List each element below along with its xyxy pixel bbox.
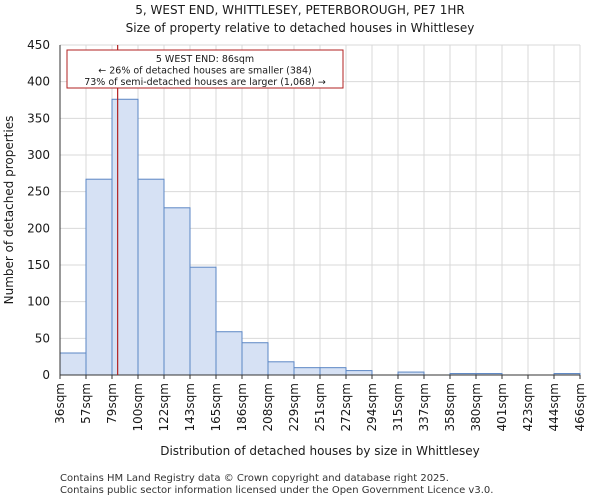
- histogram-bar: [189, 266, 217, 376]
- x-tick-label: 57sqm: [79, 383, 93, 424]
- x-tick-label: 315sqm: [391, 383, 405, 431]
- histogram-bar: [293, 367, 321, 376]
- y-tick-label: 150: [27, 258, 50, 272]
- histogram-bar: [345, 370, 373, 376]
- histogram-bar: [59, 352, 87, 376]
- y-tick-label: 350: [27, 111, 50, 125]
- x-tick-label: 229sqm: [287, 383, 301, 431]
- y-tick-label: 200: [27, 221, 50, 235]
- y-tick-label: 100: [27, 295, 50, 309]
- chart-subtitle: Size of property relative to detached ho…: [125, 21, 475, 35]
- histogram-bar: [137, 178, 165, 376]
- x-tick-label: 423sqm: [521, 383, 535, 431]
- annotation-line: ← 26% of detached houses are smaller (38…: [98, 66, 311, 77]
- x-tick-label: 272sqm: [339, 383, 353, 431]
- x-tick-label: 122sqm: [157, 383, 171, 431]
- histogram-bar: [163, 207, 191, 376]
- footer-attribution-2: Contains public sector information licen…: [60, 485, 494, 496]
- x-tick-label: 165sqm: [209, 383, 223, 431]
- x-tick-label: 466sqm: [573, 383, 587, 431]
- x-tick-label: 294sqm: [365, 383, 379, 431]
- y-tick-label: 300: [27, 148, 50, 162]
- x-tick-label: 401sqm: [495, 383, 509, 431]
- x-tick-label: 251sqm: [313, 383, 327, 431]
- histogram-bar: [319, 367, 347, 376]
- histogram-bar: [241, 342, 269, 376]
- x-tick-label: 337sqm: [417, 383, 431, 431]
- x-tick-label: 79sqm: [105, 383, 119, 424]
- histogram-bar: [111, 98, 139, 376]
- y-tick-label: 400: [27, 75, 50, 89]
- y-tick-label: 450: [27, 38, 50, 52]
- x-axis-label: Distribution of detached houses by size …: [160, 444, 480, 458]
- annotation-line: 73% of semi-detached houses are larger (…: [84, 77, 326, 88]
- histogram-bar: [85, 178, 113, 376]
- x-tick-label: 208sqm: [261, 383, 275, 431]
- x-tick-label: 358sqm: [443, 383, 457, 431]
- annotation-box: [66, 49, 344, 89]
- y-axis-label: Number of detached properties: [2, 116, 16, 305]
- histogram-bar: [267, 361, 295, 376]
- annotation-line: 5 WEST END: 86sqm: [156, 54, 254, 65]
- x-tick-label: 444sqm: [547, 383, 561, 431]
- x-tick-label: 143sqm: [183, 383, 197, 431]
- y-tick-label: 50: [35, 331, 50, 345]
- footer-attribution-1: Contains HM Land Registry data © Crown c…: [60, 473, 449, 484]
- x-tick-label: 186sqm: [235, 383, 249, 431]
- x-tick-label: 36sqm: [53, 383, 67, 424]
- y-tick-label: 250: [27, 185, 50, 199]
- histogram-bar: [215, 331, 243, 376]
- chart-title: 5, WEST END, WHITTLESEY, PETERBOROUGH, P…: [135, 3, 465, 17]
- x-tick-label: 380sqm: [469, 383, 483, 431]
- y-tick-label: 0: [42, 368, 50, 382]
- x-tick-label: 100sqm: [131, 383, 145, 431]
